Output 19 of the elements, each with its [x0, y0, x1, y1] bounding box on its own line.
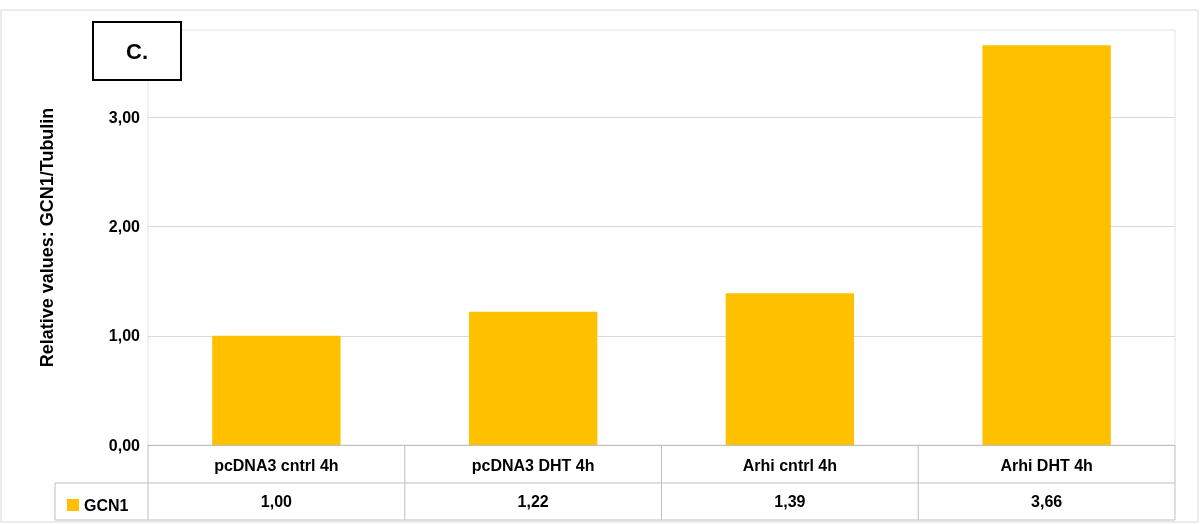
y-tick-label: 3,00: [108, 108, 141, 126]
data-label: 1,00: [260, 493, 293, 510]
y-tick-label: 1,00: [108, 327, 141, 345]
y-tick-label: 2,00: [108, 218, 141, 236]
bar: [468, 311, 598, 445]
legend-label: GCN1: [84, 496, 129, 514]
y-axis-title: Relative values: GCN1/Tubulin: [37, 107, 57, 368]
x-tick-label: pcDNA3 cntrl 4h: [214, 456, 339, 474]
data-label: 3,66: [1031, 493, 1063, 510]
x-tick-label: pcDNA3 DHT 4h: [471, 456, 595, 474]
bar: [212, 335, 341, 445]
data-label: 1,39: [774, 493, 806, 510]
annotation: C.: [126, 38, 148, 64]
data-label: 1,22: [517, 493, 549, 510]
bar: [982, 45, 1111, 445]
bar: [725, 293, 855, 445]
x-tick-label: Arhi DHT 4h: [1000, 456, 1093, 474]
x-tick-label: Arhi cntrl 4h: [742, 456, 837, 474]
y-tick-label: 0,00: [108, 436, 141, 454]
